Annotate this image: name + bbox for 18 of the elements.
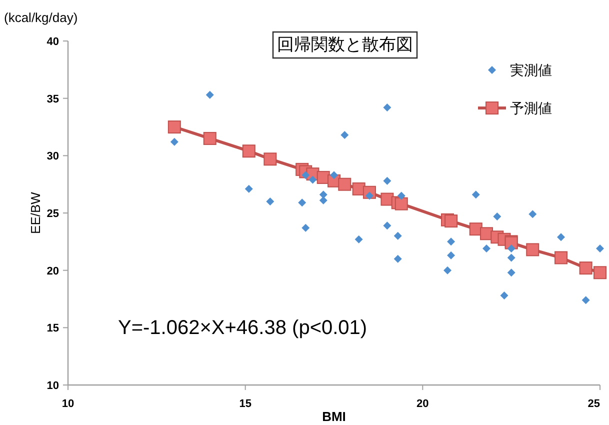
y-tick-label: 35: [46, 93, 59, 106]
legend-label: 予測値: [510, 100, 552, 116]
text: (kcal/kg/day): [4, 10, 78, 25]
y-tick-label: 30: [46, 150, 59, 163]
x-tick-label: 10: [62, 398, 74, 410]
x-axis-title: BMI: [322, 409, 346, 424]
y-tick-label: 40: [46, 36, 59, 48]
y-tick-label: 25: [46, 208, 59, 220]
legend-label: 実測値: [510, 62, 552, 78]
x-tick-label: 25: [588, 398, 600, 410]
y-tick-label: 10: [46, 380, 59, 392]
y-tick-label: 15: [46, 322, 59, 335]
x-tick-label: 20: [416, 398, 429, 410]
x-tick-label: 15: [239, 398, 252, 410]
chart-title: 回帰関数と散布図: [277, 35, 413, 55]
y-axis-title: EE/BW: [28, 191, 43, 234]
y-tick-label: 20: [46, 265, 59, 278]
annotation: Y=-1.062×X+46.38 (p<0.01): [118, 317, 368, 339]
